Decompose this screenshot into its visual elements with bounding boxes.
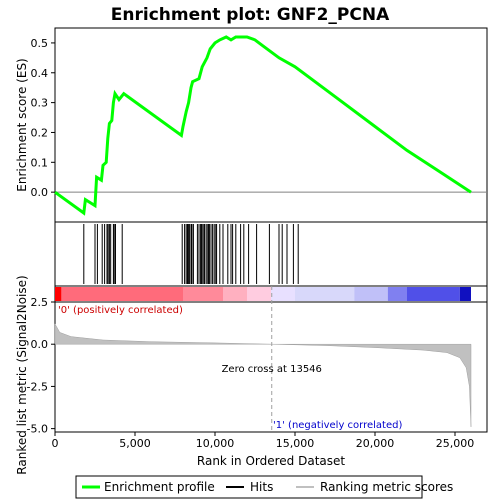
x-tick-label: 15,000 xyxy=(276,437,315,450)
hits-layer xyxy=(83,224,299,284)
heatmap-segment xyxy=(183,287,223,301)
heatmap-segment xyxy=(459,287,471,301)
heatmap-segment xyxy=(407,287,460,301)
heatmap-segment xyxy=(387,287,407,301)
enrichment-profile-line xyxy=(54,35,472,216)
hits-panel-frame xyxy=(54,221,488,287)
zero-cross-label: Zero cross at 13546 xyxy=(222,364,322,375)
x-tick-label: 0 xyxy=(52,437,59,450)
x-tick-label: 10,000 xyxy=(196,437,235,450)
es-y-tick-label: 0.4 xyxy=(31,67,49,80)
es-y-tick-label: 0.2 xyxy=(31,126,49,139)
legend-enrichment-label: Enrichment profile xyxy=(104,480,215,494)
metric-layer: Zero cross at 13546 '0' (positively corre… xyxy=(54,286,472,432)
heatmap-layer xyxy=(55,287,471,301)
negative-correlation-label: '1' (negatively correlated) xyxy=(273,420,402,431)
es-y-tick-label: 0.3 xyxy=(31,97,49,110)
heatmap-segment xyxy=(223,287,247,301)
positive-correlation-label: '0' (positively correlated) xyxy=(58,305,183,316)
es-y-axis-label: Enrichment score (ES) xyxy=(15,58,29,191)
es-layer xyxy=(54,35,487,216)
legend-metric-label: Ranking metric scores xyxy=(320,480,453,494)
es-y-tick-label: 0.1 xyxy=(31,156,49,169)
heatmap-segment xyxy=(55,287,62,301)
metric-y-axis-label: Ranked list metric (Signal2Noise) xyxy=(15,275,29,474)
ranking-metric-area xyxy=(54,322,472,427)
heatmap-segment xyxy=(271,287,295,301)
metric-y-tick-label: -2.5 xyxy=(27,380,48,393)
heatmap-segment xyxy=(295,287,355,301)
x-tick-label: 20,000 xyxy=(356,437,395,450)
es-y-tick-label: 0.0 xyxy=(31,186,49,199)
legend-hits-label: Hits xyxy=(250,480,273,494)
metric-y-tick-label: 0.0 xyxy=(31,338,49,351)
legend-box xyxy=(75,475,423,499)
es-panel-frame xyxy=(54,27,488,223)
x-axis-label: Rank in Ordered Dataset xyxy=(197,454,345,468)
chart-title: Enrichment plot: GNF2_PCNA xyxy=(111,5,390,25)
heatmap-segment xyxy=(247,287,271,301)
heatmap-segment xyxy=(354,287,388,301)
x-tick-label: 5,000 xyxy=(119,437,151,450)
heatmap-segment xyxy=(61,287,183,301)
es-y-tick-label: 0.5 xyxy=(31,37,49,50)
axes-layer: 0.0 0.1 0.2 0.3 0.4 0.5 2.5 0.0 -2.5 -5.0 0 5,000 10… xyxy=(27,37,475,450)
metric-panel-frame xyxy=(54,301,488,433)
x-tick-label: 25,000 xyxy=(436,437,475,450)
metric-y-tick-label: -5.0 xyxy=(27,423,48,436)
metric-y-tick-label: 2.5 xyxy=(31,296,49,309)
